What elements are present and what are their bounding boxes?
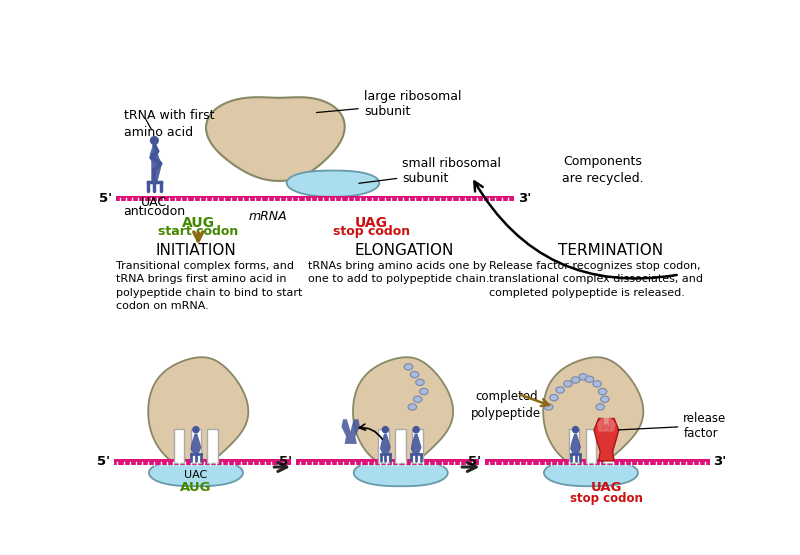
Ellipse shape (414, 396, 422, 402)
Polygon shape (190, 434, 202, 454)
Bar (486, 460, 710, 465)
Polygon shape (286, 170, 379, 196)
Ellipse shape (593, 381, 602, 387)
Text: 5': 5' (469, 456, 482, 468)
Text: Transitional complex forms, and
tRNA brings first amino acid in
polypeptide chai: Transitional complex forms, and tRNA bri… (116, 261, 302, 311)
Text: 3': 3' (518, 192, 531, 205)
Circle shape (573, 427, 578, 433)
FancyBboxPatch shape (602, 428, 614, 463)
Polygon shape (570, 434, 581, 454)
FancyBboxPatch shape (569, 428, 579, 463)
Polygon shape (354, 460, 448, 486)
Text: tRNAs bring amino acids one by
one to add to polypeptide chain.: tRNAs bring amino acids one by one to ad… (308, 261, 490, 284)
Polygon shape (150, 145, 162, 182)
Ellipse shape (408, 404, 417, 410)
Text: start codon: start codon (158, 225, 238, 238)
Ellipse shape (416, 379, 424, 386)
Polygon shape (148, 357, 248, 469)
Polygon shape (594, 418, 618, 461)
Polygon shape (149, 460, 243, 486)
Polygon shape (353, 357, 453, 469)
Polygon shape (342, 419, 360, 444)
FancyBboxPatch shape (412, 428, 423, 463)
Ellipse shape (550, 395, 558, 401)
Bar (296, 460, 479, 465)
Circle shape (150, 137, 158, 144)
Text: mRNA: mRNA (248, 210, 287, 223)
Polygon shape (543, 357, 643, 469)
Ellipse shape (579, 374, 587, 380)
FancyBboxPatch shape (174, 428, 184, 463)
FancyBboxPatch shape (190, 428, 202, 463)
Text: 3': 3' (713, 456, 726, 468)
Ellipse shape (556, 387, 564, 393)
FancyBboxPatch shape (207, 428, 218, 463)
Text: completed
polypeptide: completed polypeptide (471, 390, 542, 420)
Text: anticodon: anticodon (123, 205, 186, 218)
Text: release
factor: release factor (618, 412, 726, 440)
Ellipse shape (601, 396, 609, 402)
Text: large ribosomal
subunit: large ribosomal subunit (317, 90, 462, 118)
Text: Release factor recognizes stop codon,
translational complex dissociates, and
com: Release factor recognizes stop codon, tr… (490, 261, 703, 298)
Polygon shape (380, 434, 390, 454)
Text: Components
are recycled.: Components are recycled. (562, 155, 643, 185)
Text: UAC: UAC (184, 470, 207, 480)
Text: ELONGATION: ELONGATION (355, 243, 454, 258)
Ellipse shape (598, 388, 606, 395)
Text: 5': 5' (99, 192, 112, 205)
Ellipse shape (585, 376, 594, 382)
Text: UAG: UAG (590, 481, 622, 494)
Polygon shape (206, 97, 345, 181)
Ellipse shape (410, 371, 419, 378)
Ellipse shape (564, 381, 572, 387)
Text: tRNA with first
amino acid: tRNA with first amino acid (123, 109, 214, 139)
Text: stop codon: stop codon (570, 492, 642, 504)
Text: small ribosomal
subunit: small ribosomal subunit (359, 158, 502, 185)
Ellipse shape (544, 404, 553, 410)
Circle shape (193, 427, 199, 433)
Circle shape (382, 427, 389, 433)
Polygon shape (410, 434, 422, 454)
Text: 5': 5' (97, 456, 110, 468)
Text: AUG: AUG (182, 216, 214, 230)
Polygon shape (544, 460, 638, 486)
Text: AUG: AUG (180, 481, 212, 494)
Ellipse shape (571, 377, 580, 383)
Ellipse shape (420, 388, 428, 395)
FancyBboxPatch shape (395, 428, 406, 463)
Polygon shape (597, 418, 615, 432)
Bar (114, 460, 290, 465)
FancyBboxPatch shape (378, 428, 390, 463)
Text: UAG: UAG (355, 216, 388, 230)
Ellipse shape (596, 404, 605, 410)
Bar (116, 196, 514, 201)
Ellipse shape (404, 364, 413, 370)
Text: stop codon: stop codon (333, 225, 410, 238)
Text: INITIATION: INITIATION (155, 243, 236, 258)
Text: TERMINATION: TERMINATION (558, 243, 662, 258)
FancyBboxPatch shape (586, 428, 596, 463)
Text: 5': 5' (279, 456, 292, 468)
Text: UAC: UAC (142, 196, 167, 209)
Circle shape (413, 427, 419, 433)
